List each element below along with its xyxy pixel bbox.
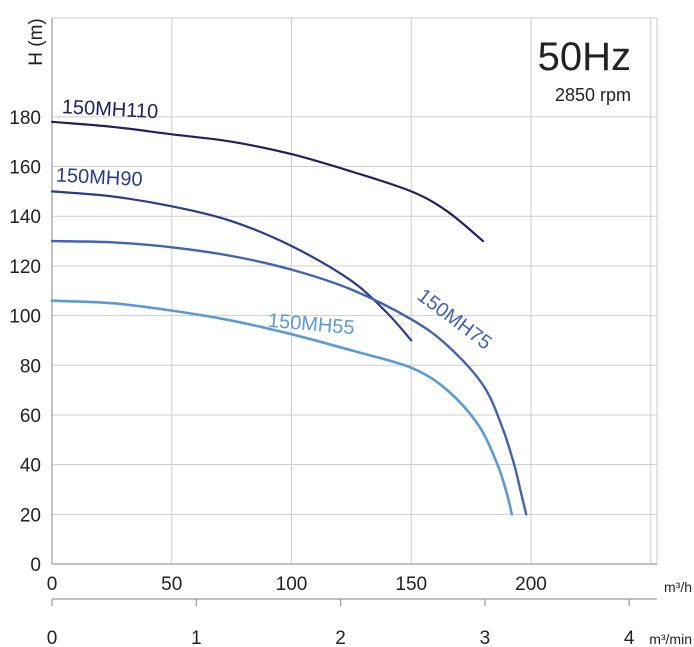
- x-tick-label: 0: [47, 574, 58, 595]
- y-tick-label: 20: [20, 505, 41, 526]
- y-tick-label: 0: [30, 555, 41, 576]
- series-label-150MH55: 150MH55: [267, 310, 355, 339]
- secondary-x-axis-unit-label: m³/min: [649, 631, 692, 647]
- y-tick-label: 60: [20, 406, 41, 427]
- y-tick-label: 180: [9, 108, 41, 129]
- y-tick-label: 120: [9, 257, 41, 278]
- series-label-150MH90: 150MH90: [55, 164, 143, 191]
- x2-tick-label: 2: [335, 628, 346, 647]
- series-label-150MH110: 150MH110: [61, 96, 158, 123]
- x2-tick-label: 1: [191, 628, 202, 647]
- x-axis-unit-label: m³/h: [664, 579, 692, 595]
- y-tick-label: 40: [20, 456, 41, 477]
- x2-tick-label: 0: [47, 628, 58, 647]
- x-tick-label: 150: [395, 574, 427, 595]
- y-tick-label: 100: [9, 307, 41, 328]
- y-axis-title: H (m): [26, 18, 47, 65]
- y-tick-label: 140: [9, 207, 41, 228]
- y-tick-label: 80: [20, 356, 41, 377]
- x2-tick-label: 3: [480, 628, 491, 647]
- x-tick-label: 100: [276, 574, 308, 595]
- x-tick-label: 50: [161, 574, 182, 595]
- y-tick-label: 160: [9, 158, 41, 179]
- x-tick-label: 200: [515, 574, 547, 595]
- frequency-title: 50Hz: [538, 35, 631, 79]
- speed-subtitle: 2850 rpm: [555, 85, 631, 105]
- series-line-150MH75: [52, 241, 526, 514]
- x2-tick-label: 4: [624, 628, 635, 647]
- series-label-150MH75: 150MH75: [413, 285, 495, 355]
